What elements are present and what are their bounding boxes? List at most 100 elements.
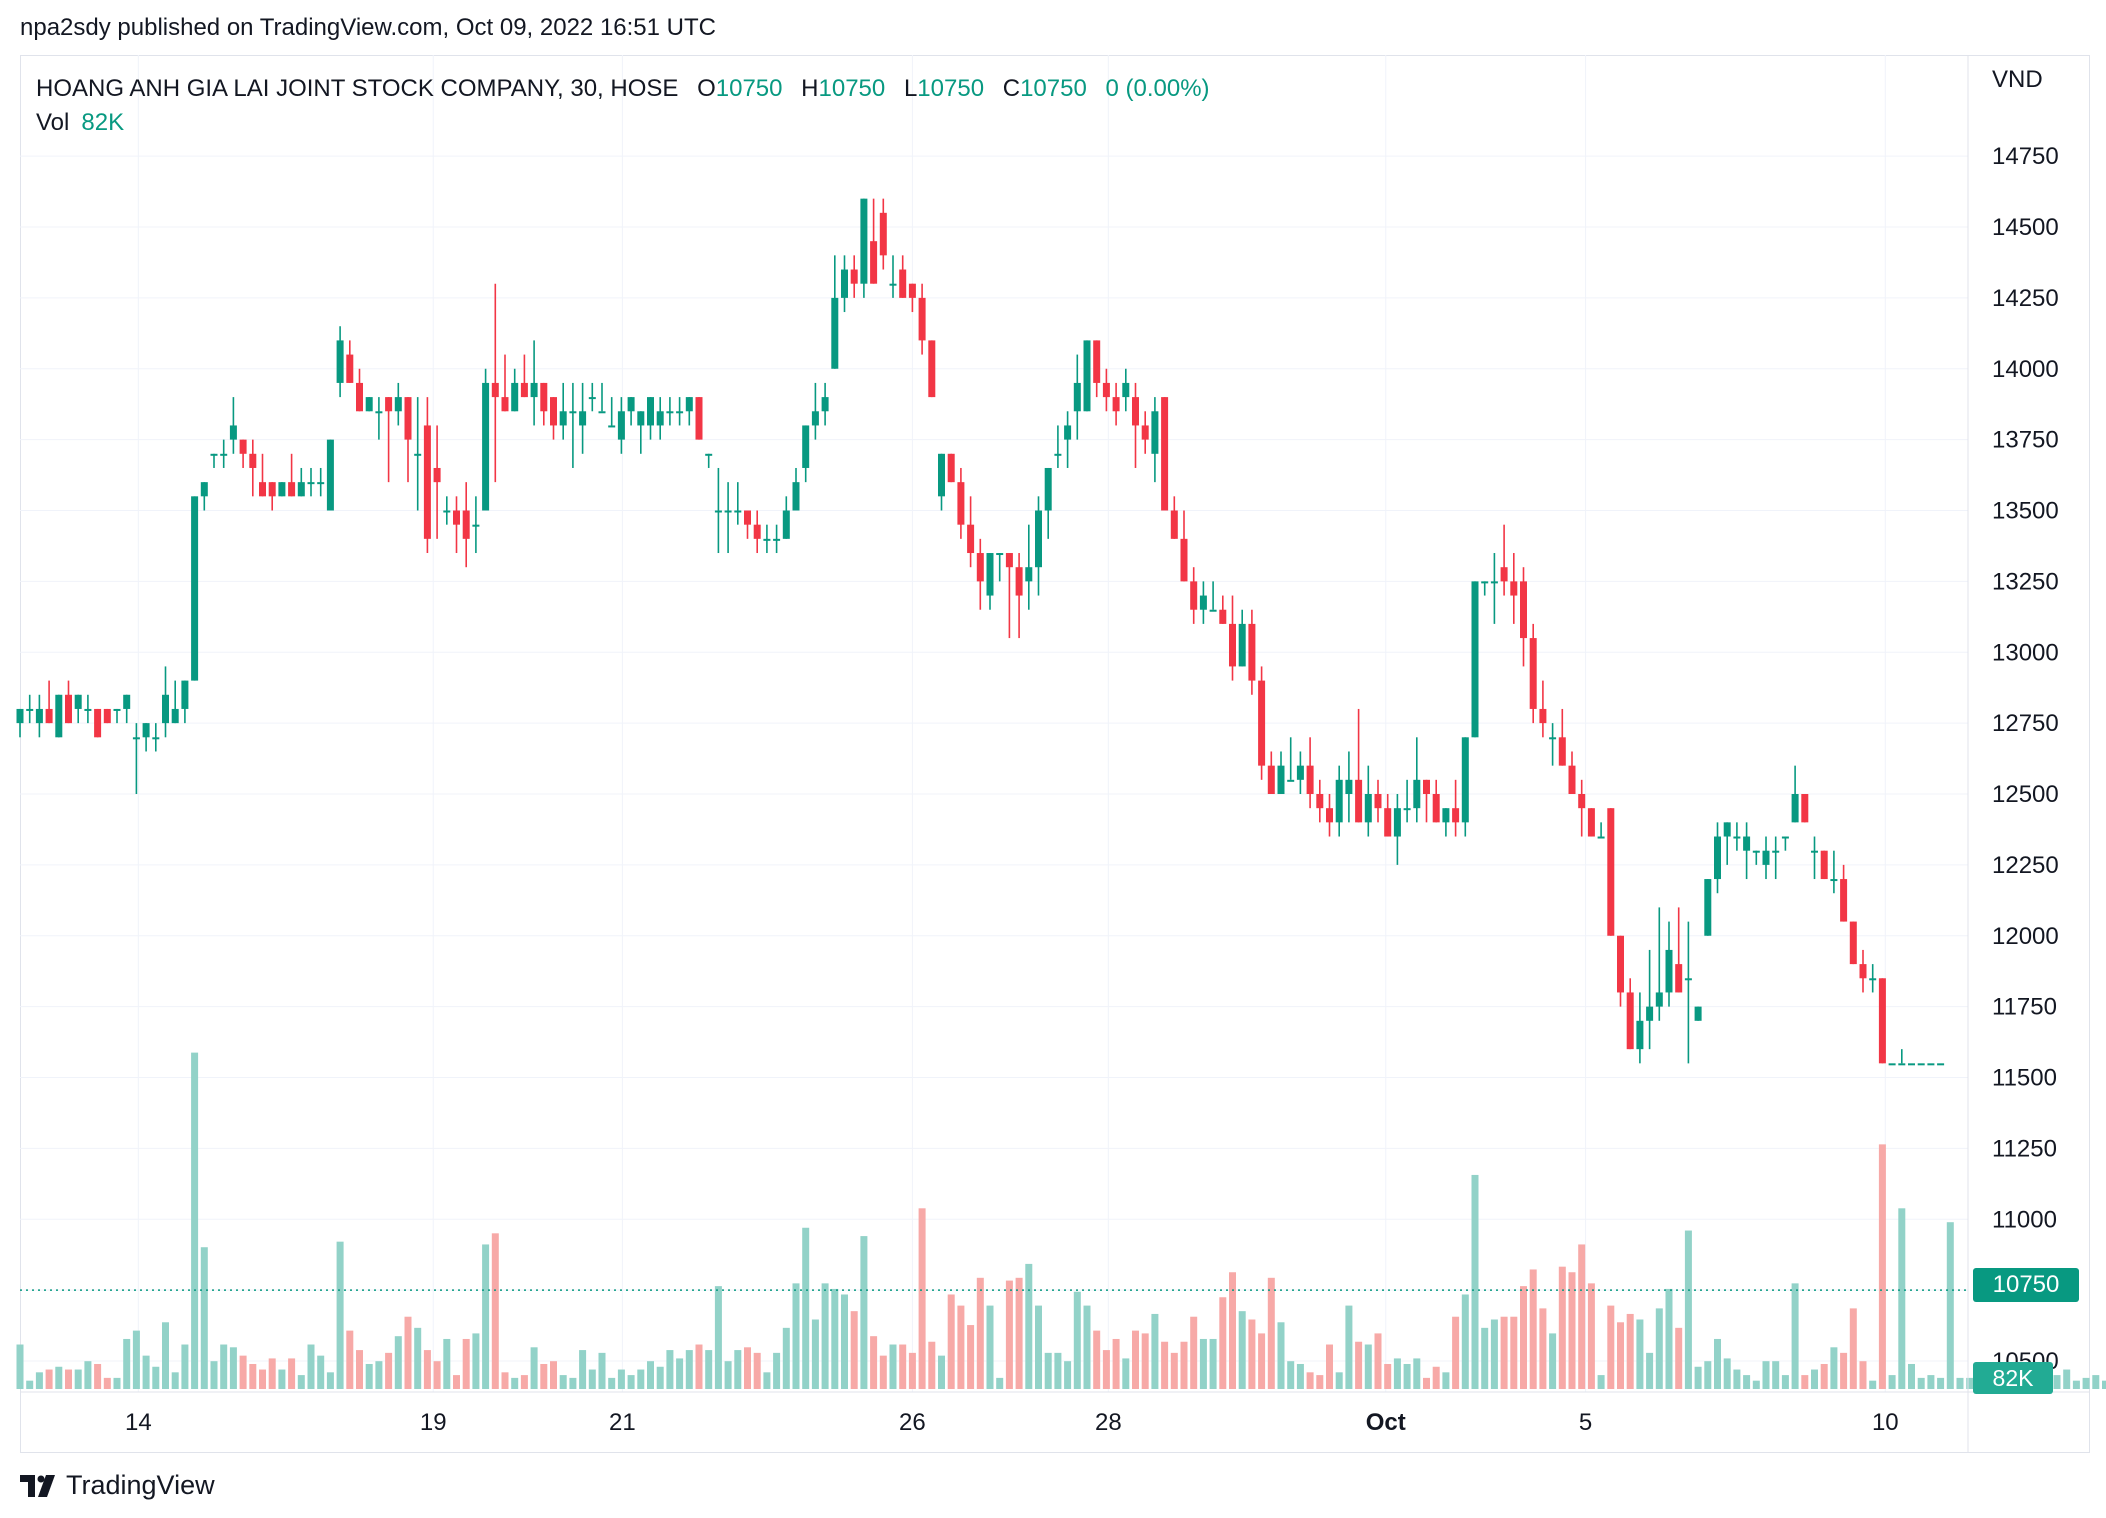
candle-body [1345,779,1353,794]
candle-body [1316,794,1324,809]
candle-body [1714,836,1721,880]
volume-bar [1859,1361,1867,1389]
candle-body [967,524,975,554]
volume-bar [1743,1375,1751,1389]
volume-bar [850,1311,858,1389]
volume-bar [1830,1347,1838,1389]
volume-bar [1762,1361,1770,1389]
candle-body [714,510,722,513]
volume-bar [394,1336,402,1389]
candle-body [1811,850,1818,853]
volume-bar [1393,1358,1401,1389]
volume-bar [899,1344,907,1389]
volume-bar [1675,1327,1683,1389]
candle-body [705,453,713,456]
candle-body [1423,779,1430,794]
candle-body [1908,1063,1915,1066]
volume-bar [103,1377,111,1389]
volume-bar [1927,1375,1935,1389]
candle-body [1432,794,1440,823]
volume-bar [491,1233,499,1389]
volume-bar [1161,1341,1169,1389]
volume-bar [45,1369,53,1389]
volume-bar [385,1352,393,1389]
candle-body [288,482,296,497]
volume-row: Vol 82K [36,106,1210,140]
volume-bar [1015,1277,1023,1389]
volume-bar [1908,1363,1915,1389]
candle-body [802,425,810,468]
volume-bar [627,1375,635,1389]
volume-bar [94,1363,102,1389]
volume-bar [1490,1319,1498,1389]
time-tick-label: Oct [1366,1409,1406,1436]
candle-body [821,397,829,412]
candle-body [1219,609,1227,624]
volume-bar [1655,1308,1663,1389]
candle-body [1607,808,1615,936]
candle-body [685,397,693,412]
axes: VND 14750 14500 14250 14000 13750 13500 13250 13… [20,55,2090,1453]
candle-body [1083,340,1091,412]
candle-body [1568,765,1576,794]
volume-bar [831,1288,839,1389]
volume-bar [1626,1313,1634,1389]
volume-bar [617,1369,625,1389]
volume-bar [647,1361,654,1389]
volume-bar [171,1372,179,1389]
candle-body [1335,779,1343,823]
price-tick-label: 13000 [1992,639,2059,666]
candle-body [1694,1006,1702,1021]
candle-body [1248,623,1256,681]
candle-body [1723,822,1731,837]
volume-bar [2092,1375,2100,1389]
candle-body [123,694,131,709]
grid-lines [20,55,1968,1392]
volume-bar [1452,1316,1460,1389]
volume-bar [1820,1363,1828,1389]
footer-brand[interactable]: TradingView [20,1470,215,1501]
volume-bar [908,1352,916,1389]
volume-bar [656,1366,664,1389]
candle-body [200,482,208,497]
candle-body [1035,510,1042,568]
volume-bar [1558,1266,1566,1389]
volume-bar [74,1369,82,1389]
volume-bar [1238,1311,1246,1389]
candle-body [1122,382,1130,398]
candle-body [443,510,451,513]
volume-bar [511,1377,519,1389]
volume-bar [1141,1333,1149,1389]
candle-body [850,269,858,284]
candle-body [1772,850,1780,853]
volume-bar [317,1355,325,1389]
volume-bar [1306,1372,1314,1389]
candle-body [171,708,179,724]
candle-body [1820,850,1828,880]
volume-bar [1597,1375,1605,1389]
volume-bar [1578,1244,1586,1389]
candle-body [239,439,247,454]
candle-body [45,708,53,724]
candle-body [530,382,538,398]
candle-body [841,269,848,298]
volume-bar [520,1375,528,1389]
candle-body [1267,765,1275,794]
candle-body [94,708,102,738]
candle-body [569,411,577,414]
candle-body [1743,836,1751,851]
volume-bar [1442,1372,1450,1389]
volume-bar [695,1344,703,1389]
candle-body [346,354,354,383]
volume-bar [200,1247,208,1389]
volume-bar [84,1361,92,1389]
volume-bar [811,1319,819,1389]
candle-body [1830,879,1838,882]
volume-bar [113,1377,121,1389]
volume-bar [336,1241,344,1389]
candle-body [540,382,548,412]
currency-label: VND [1992,66,2043,93]
volume-bar [2082,1377,2090,1389]
candle-body [520,382,528,398]
